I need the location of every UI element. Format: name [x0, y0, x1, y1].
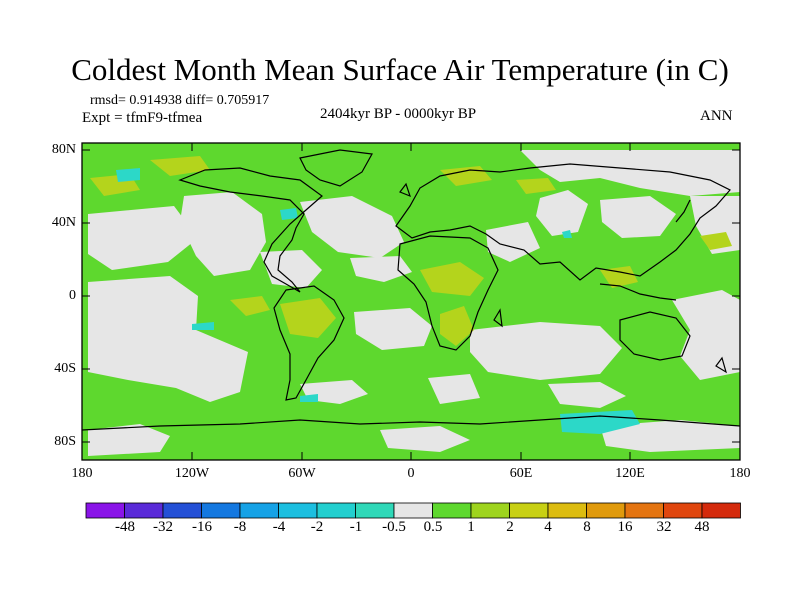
colorbar-label: -16 — [192, 519, 212, 535]
lat-label-40s: 40S — [54, 361, 76, 376]
temperature-field — [82, 143, 740, 460]
lon-label-60e: 60E — [509, 466, 533, 481]
indonesia-coast — [599, 283, 677, 301]
lat-ticks — [82, 149, 740, 443]
colorbar-swatch — [509, 502, 549, 519]
madagascar-coast — [493, 308, 503, 328]
colorbar-label: 8 — [583, 519, 591, 535]
colorbar-label: 0.5 — [423, 519, 443, 535]
colorbar-swatch — [239, 502, 279, 519]
colorbar-label: -32 — [153, 519, 173, 535]
colorbar-swatch — [316, 502, 356, 519]
lon-label-180w: 180 — [71, 466, 93, 481]
colorbar-swatch — [162, 502, 202, 519]
antarctica-coast — [81, 415, 741, 431]
colorbar — [85, 502, 741, 519]
experiment-label: Expt = tfmF9-tfmea — [82, 110, 203, 126]
lat-label-80s: 80S — [54, 434, 76, 449]
south-america-coast — [273, 285, 345, 401]
colorbar-swatch — [586, 502, 626, 519]
season-label: ANN — [700, 108, 733, 124]
japan-coast — [675, 199, 691, 223]
north-america-coast — [178, 167, 323, 293]
greenland-coast — [299, 149, 373, 187]
lon-label-180e: 180 — [729, 466, 751, 481]
lon-ticks — [191, 143, 631, 460]
colorbar-label: 1 — [467, 519, 475, 535]
australia-coast — [619, 311, 691, 361]
colorbar-swatch — [663, 502, 703, 519]
colorbar-label: -2 — [310, 519, 324, 535]
colorbar-label: -0.5 — [382, 519, 406, 535]
lon-label-0: 0 — [407, 466, 415, 481]
colorbar-swatch — [85, 502, 125, 519]
colorbar-swatch — [201, 502, 241, 519]
lat-label-80n: 80N — [51, 142, 76, 157]
colorbar-label: -1 — [349, 519, 363, 535]
map-title: Coldest Month Mean Surface Air Temperatu… — [71, 52, 729, 87]
lon-label-120w: 120W — [174, 466, 210, 481]
colorbar-label: 2 — [506, 519, 514, 535]
colorbar-swatch — [470, 502, 510, 519]
colorbar-label: 32 — [656, 519, 672, 535]
colorbar-label: -8 — [233, 519, 247, 535]
europe-asia-coast — [395, 163, 731, 281]
colorbar-swatch — [624, 502, 664, 519]
colorbar-swatch — [547, 502, 587, 519]
coastlines — [81, 149, 741, 431]
period-label: 2404kyr BP - 0000kyr BP — [320, 106, 477, 122]
cool-regions — [116, 168, 640, 434]
statistics-text: rmsd= 0.914938 diff= 0.705917 — [90, 93, 270, 108]
colorbar-label: -4 — [272, 519, 286, 535]
colorbar-label: 16 — [617, 519, 633, 535]
lon-label-60w: 60W — [288, 466, 316, 481]
uk-coast — [399, 182, 411, 198]
colorbar-swatch — [355, 502, 395, 519]
colorbar-label: -48 — [115, 519, 135, 535]
colorbar-swatch — [701, 502, 741, 519]
colorbar-swatch — [432, 502, 472, 519]
colorbar-swatch — [278, 502, 318, 519]
lat-label-40n: 40N — [51, 215, 76, 230]
new-zealand-coast — [715, 356, 727, 374]
lon-label-120e: 120E — [615, 466, 645, 481]
colorbar-label: 4 — [544, 519, 552, 535]
colorbar-swatch — [393, 502, 433, 519]
lat-label-0: 0 — [69, 288, 76, 303]
colorbar-swatch — [124, 502, 164, 519]
africa-coast — [397, 235, 499, 351]
warm-regions — [90, 156, 732, 346]
colorbar-label: 48 — [694, 519, 710, 535]
